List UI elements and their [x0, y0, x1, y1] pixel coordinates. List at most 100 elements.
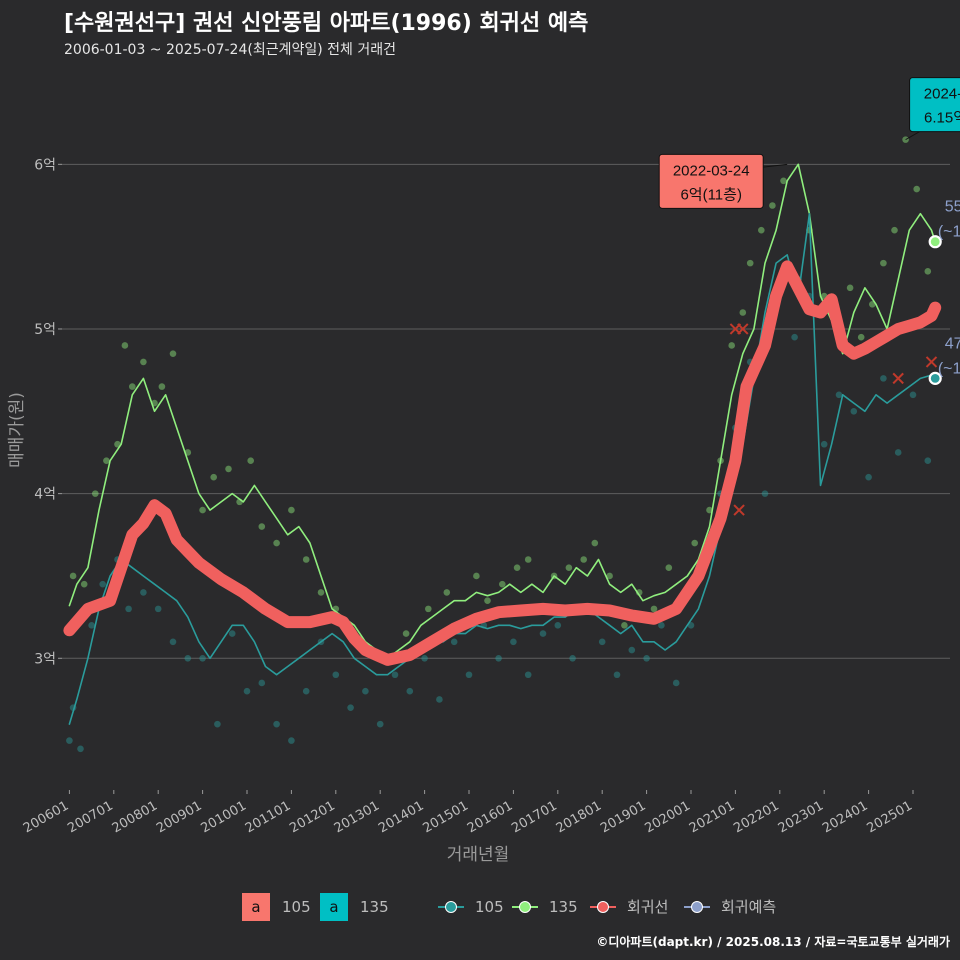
scatter-105-point-51 [791, 333, 798, 341]
scatter-135-point-30 [484, 597, 491, 604]
legend-line-dot-2 [597, 901, 609, 913]
legend-area-label-135: 135 [360, 898, 389, 916]
scatter-105-point-44 [687, 622, 695, 629]
scatter-135-point-9 [158, 383, 166, 390]
callout-leader-0 [905, 131, 920, 141]
scatter-105-point-28 [450, 638, 458, 646]
scatter-135-point-10 [169, 350, 177, 357]
scatter-105-point-32 [510, 638, 517, 646]
forecast-label-area-1: (~105㎡) [938, 359, 960, 377]
legend-line-label-2: 회귀선 [627, 898, 668, 916]
scatter-135-point-45 [691, 539, 698, 547]
x-axis-title: 거래년월 [447, 845, 510, 865]
scatter-135-point-40 [621, 622, 628, 629]
callout-value-0: 6.15억(7층) [924, 110, 960, 127]
scatter-105-point-24 [391, 671, 399, 679]
scatter-105-point-14 [243, 687, 251, 695]
y-axis-title: 매매가(원) [7, 392, 27, 468]
x-marker-3 [892, 372, 904, 385]
scatter-135-point-43 [665, 564, 673, 572]
scatter-135-point-26 [425, 605, 432, 613]
legend-area-key-105: a [251, 898, 260, 916]
scatter-105-point-60 [924, 457, 932, 464]
scatter-105-point-54 [835, 391, 843, 399]
legend-area-key-135: a [329, 898, 338, 916]
scatter-135-point-27 [443, 589, 451, 596]
scatter-105-point-43 [672, 679, 680, 687]
scatter-105-point-20 [332, 671, 340, 679]
legend: a 105 a 135 105 135 회귀선 회귀예측 [242, 893, 776, 921]
scatter-135-point-49 [739, 309, 747, 316]
scatter-135-point-32 [513, 564, 521, 572]
scatter-135-point-16 [247, 457, 254, 464]
scatter-105-point-8 [154, 605, 162, 613]
scatter-105-point-22 [362, 687, 369, 695]
callout-value-1: 6억(11층) [680, 186, 742, 203]
scatter-135-point-53 [780, 177, 787, 185]
callout-date-0: 2024-11-15 [924, 86, 960, 103]
scatter-105-point-25 [406, 687, 414, 695]
y-tick-label-4: 4억 [34, 487, 56, 503]
forecast-point-105 [928, 371, 942, 385]
chart-title: [수원권선구] 권선 신안풍림 아파트(1996) 회귀선 예측 [64, 11, 588, 36]
scatter-105-point-31 [495, 654, 502, 662]
scatter-105-point-10 [184, 654, 192, 662]
legend-line-dot-0 [445, 901, 457, 913]
chart-caption: ©디아파트(dapt.kr) / 2025.08.13 / 자료=국토교통부 실… [596, 934, 950, 949]
scatter-105-point-56 [865, 473, 872, 481]
scatter-135-point-2 [92, 490, 99, 497]
scatter-135-point-33 [524, 556, 532, 563]
scatter-135-point-59 [857, 333, 865, 341]
y-tick-label-6: 6억 [34, 157, 56, 173]
legend-line-label-0: 105 [475, 898, 504, 916]
scatter-135-point-37 [580, 556, 587, 563]
scatter-105-point-23 [376, 720, 384, 728]
scatter-135-point-38 [591, 539, 599, 547]
legend-area-swatch-105 [242, 893, 270, 921]
scatter-105-point-26 [421, 654, 428, 662]
scatter-135-point-17 [258, 523, 266, 530]
series-line-s135 [68, 163, 936, 660]
scatter-105-point-38 [598, 638, 606, 646]
scatter-135-point-5 [121, 342, 129, 349]
legend-area-label-105: 105 [282, 898, 311, 916]
scatter-105-point-35 [554, 622, 562, 629]
scatter-105-point-0 [66, 737, 73, 744]
scatter-105-point-17 [288, 737, 295, 744]
scatter-135-point-29 [473, 572, 480, 580]
scatter-105-point-3 [88, 622, 95, 629]
forecast-label-value-0: 55,250 [945, 199, 960, 216]
scatter-135-point-21 [317, 589, 325, 596]
scatter-135-point-42 [650, 605, 658, 613]
scatter-135-point-39 [606, 572, 613, 580]
scatter-135-point-12 [199, 506, 206, 514]
series-line-regression [63, 260, 942, 666]
scatter-105-point-13 [228, 630, 236, 637]
scatter-105-point-55 [850, 408, 858, 415]
scatter-105-point-4 [99, 580, 106, 588]
scatter-105-point-53 [820, 440, 828, 448]
scatter-105-point-41 [643, 654, 650, 662]
scatter-135-point-18 [273, 539, 280, 547]
scatter-135-point-7 [140, 358, 147, 366]
y-axis-ticks: 3억 4억 5억 6억 [34, 157, 62, 667]
scatter-105-point-18 [302, 687, 310, 695]
forecast-label-value-1: 47,000 [945, 335, 960, 352]
scatter-135-point-61 [880, 259, 887, 267]
annotation-layer: 55,250 (~135㎡) 47,000 (~105㎡) 2024-11-15 6.15… [658, 77, 960, 377]
scatter-105-point-6 [125, 605, 132, 613]
scatter-105-point-58 [894, 449, 902, 456]
legend-line-dot-1 [519, 901, 531, 913]
scatter-105-point-57 [880, 375, 887, 382]
forecast-label-area-0: (~135㎡) [938, 223, 960, 241]
scatter-135-point-52 [769, 202, 776, 209]
scatter-135-point-36 [565, 564, 573, 572]
scatter-105-point-34 [539, 630, 547, 637]
scatter-105-point-29 [465, 671, 473, 679]
x-marker-1 [737, 323, 749, 335]
scatter-105-point-59 [909, 391, 917, 399]
scatter-points [66, 136, 932, 753]
scatter-105-point-16 [273, 720, 280, 728]
